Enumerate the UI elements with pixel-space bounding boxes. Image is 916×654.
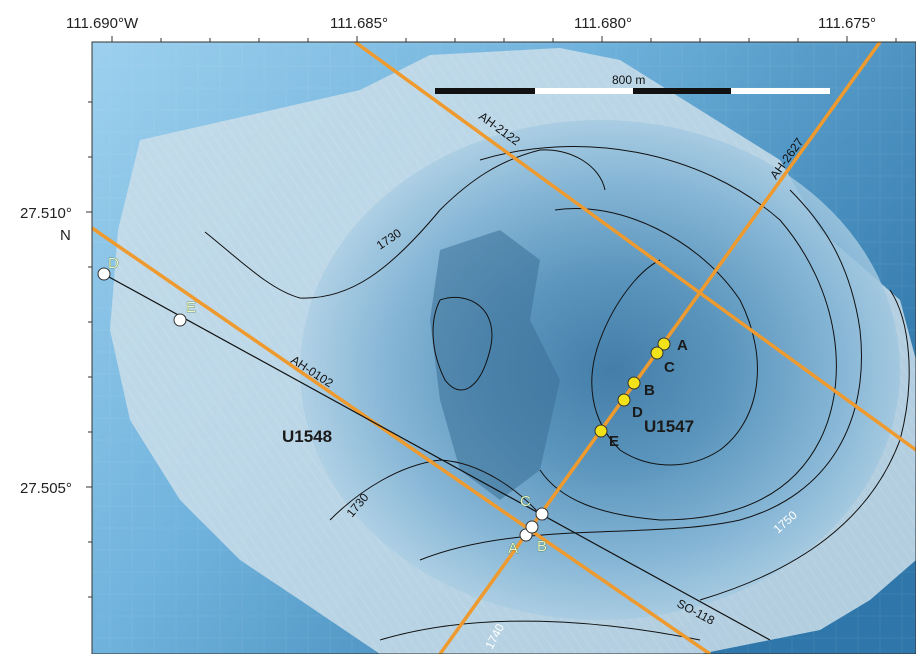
point-u1548-c	[535, 507, 549, 521]
label-u1547-e: E	[609, 433, 619, 450]
label-u1547-d: D	[632, 404, 643, 421]
point-u1547-b	[627, 376, 641, 390]
point-u1548-d	[97, 267, 111, 281]
tick-lat-2: 27.505°	[20, 480, 72, 497]
label-u1547-a: A	[677, 337, 688, 354]
scale-bar: 800 m	[435, 73, 830, 94]
tick-lon-1: 111.690°W	[66, 15, 139, 32]
tick-lon-4: 111.675°	[818, 15, 876, 32]
tick-lat-1: 27.510°	[20, 205, 72, 222]
contour-1750	[699, 289, 910, 601]
scale-seg-3	[633, 88, 731, 94]
scale-seg-2	[535, 88, 633, 94]
label-u1547-c: C	[664, 359, 675, 376]
seafloor-dome	[300, 120, 900, 620]
points-u1548	[97, 267, 549, 542]
label-u1548-c: C	[520, 493, 531, 510]
line-ah-0102	[92, 226, 711, 654]
site-u1548: U1548	[282, 427, 332, 446]
scale-seg-1	[435, 88, 535, 94]
tick-lon-3: 111.680°	[574, 15, 632, 32]
map-area: AH-2122 AH-2627 AH-0102 SO-118 1730 1730…	[92, 42, 916, 654]
line-so-118	[99, 271, 771, 641]
label-u1548-d: D	[108, 255, 119, 272]
tick-lat-unit: N	[60, 227, 71, 244]
contour-1740	[419, 189, 862, 561]
point-u1547-e	[594, 424, 608, 438]
tick-lon-2: 111.685°	[330, 15, 388, 32]
line-ah-2122	[353, 42, 916, 452]
label-u1548-b: B	[537, 538, 547, 555]
contour-lines	[204, 146, 910, 641]
scale-seg-4	[731, 88, 830, 94]
point-u1547-d	[617, 393, 631, 407]
contour-1730-north	[204, 149, 606, 299]
label-u1548-e: E	[186, 299, 196, 316]
point-u1547-a	[657, 337, 671, 351]
contour-outer-south	[379, 620, 701, 641]
contour-knoll	[432, 296, 493, 391]
tick-marks	[86, 36, 897, 598]
rough-terrain	[430, 230, 560, 500]
contour-inner	[554, 208, 758, 466]
point-u1547-c	[650, 346, 664, 360]
point-u1548-b	[525, 520, 539, 534]
contour-mid	[479, 146, 837, 521]
points-u1547	[594, 337, 671, 438]
label-u1547-b: B	[644, 382, 655, 399]
label-u1548-a: A	[508, 540, 518, 557]
contour-1730-south	[329, 459, 546, 521]
scale-label: 800 m	[612, 73, 645, 87]
site-u1547: U1547	[644, 417, 694, 436]
point-u1548-e	[173, 313, 187, 327]
